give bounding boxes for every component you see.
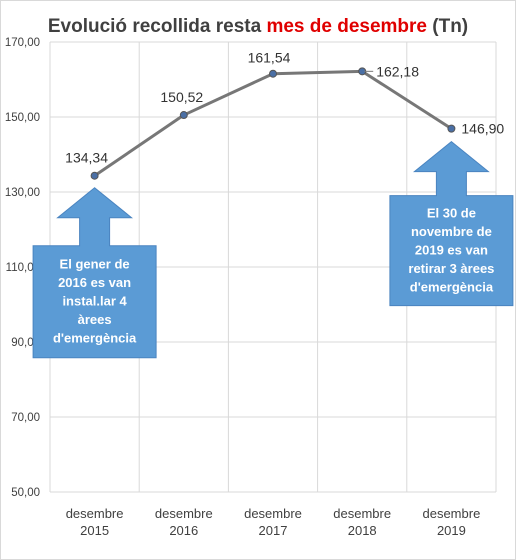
data-point [269, 69, 277, 78]
chart-title-part3: (Tn) [427, 16, 468, 37]
chart-title: Evolució recollida resta mes de desembre… [48, 16, 468, 37]
y-tick-label: 50,00 [11, 487, 40, 499]
data-label: 150,52 [160, 89, 203, 105]
y-tick-label: 150,00 [5, 112, 40, 124]
series [90, 67, 456, 180]
data-point [447, 124, 456, 133]
chart-title-highlight: mes de desembre [266, 16, 427, 37]
x-tick-label: desembre 2017 [244, 506, 302, 538]
data-label: 162,18 [376, 63, 419, 79]
y-tick-label: 110,00 [6, 262, 40, 274]
annotations: El gener de 2016 es van instal.lar 4 àrees d… [32, 140, 514, 359]
x-tick-label: desembre 2019 [422, 506, 480, 538]
x-axis: desembre 2015 desembre 2016 desembre 2017 dese… [66, 506, 481, 538]
y-tick-label: 130,00 [5, 187, 40, 199]
y-tick-label: 70,00 [11, 412, 40, 424]
data-label: 134,34 [65, 150, 108, 166]
data-label: 146,90 [461, 121, 504, 137]
y-tick-label: 170,00 [5, 37, 40, 49]
x-tick-label: desembre 2016 [155, 506, 213, 538]
data-point [90, 171, 99, 180]
annotation-text: El gener de 2016 es van instal.lar 4 àrees d… [53, 257, 137, 346]
annotation-arrow [32, 187, 157, 359]
chart-title-part1: Evolució recollida resta [48, 16, 267, 37]
data-label: 161,54 [248, 50, 291, 66]
annotation-arrow [389, 140, 514, 307]
x-tick-label: desembre 2018 [333, 506, 391, 538]
data-point [179, 111, 188, 120]
x-tick-label: desembre 2015 [66, 506, 124, 538]
annotation-text: El 30 de novembre de 2019 es van retirar 3 … [408, 206, 494, 295]
data-labels: 134,34 150,52 161,54 162,18 146,90 [65, 50, 504, 166]
